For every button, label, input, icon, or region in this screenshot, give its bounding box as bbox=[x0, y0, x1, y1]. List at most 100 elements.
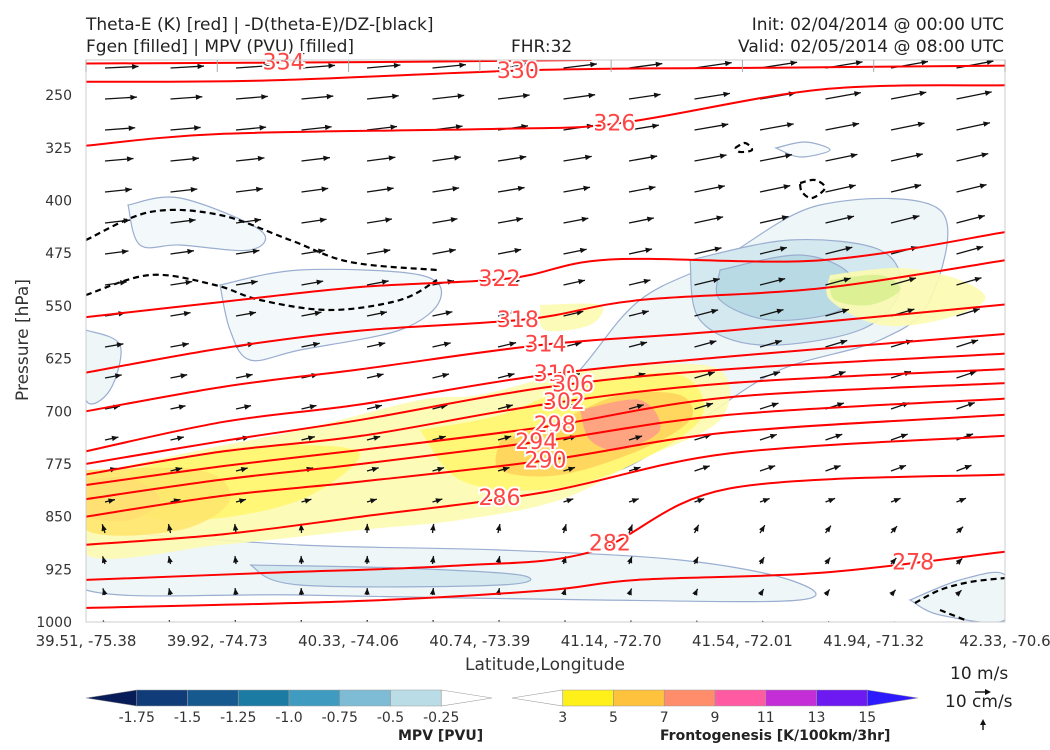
valid-time: Valid: 02/05/2014 @ 08:00 UTC bbox=[738, 37, 1004, 57]
wind-vector bbox=[759, 524, 766, 534]
wind-vector bbox=[432, 310, 453, 317]
wind-vector bbox=[956, 497, 967, 504]
wind-vector bbox=[956, 308, 980, 317]
mpv-colorbar-swatch bbox=[85, 689, 138, 707]
wind-vector bbox=[301, 404, 317, 410]
wind-vector bbox=[956, 214, 986, 224]
wind-vector bbox=[825, 464, 841, 472]
wind-vector bbox=[694, 246, 722, 255]
wind-vector bbox=[366, 155, 396, 162]
wind-vector bbox=[235, 217, 262, 224]
wind-vector bbox=[298, 555, 305, 565]
mpv-colorbar-swatch bbox=[339, 689, 391, 707]
wind-vector bbox=[366, 279, 389, 286]
wind-vector bbox=[694, 91, 731, 100]
wind-vector bbox=[694, 402, 714, 410]
y-tick-label: 625 bbox=[45, 352, 72, 368]
wind-vector bbox=[497, 216, 524, 224]
wind-vector bbox=[170, 156, 200, 162]
frontogenesis-region bbox=[830, 274, 901, 306]
wind-vector bbox=[432, 341, 451, 348]
wind-vector bbox=[759, 339, 782, 348]
wind-vector bbox=[628, 498, 639, 504]
theta-e-label-326: 326 bbox=[593, 111, 635, 136]
x-tick-label: 41.54, -72.01 bbox=[692, 632, 793, 650]
x-tick-label: 41.14, -72.70 bbox=[561, 632, 662, 650]
wind-vector bbox=[104, 187, 132, 193]
y-tick-label: 700 bbox=[45, 404, 72, 420]
wind-vector bbox=[954, 589, 962, 597]
fgen-colorbar-swatch bbox=[562, 689, 614, 707]
wind-vector bbox=[232, 523, 239, 534]
frontogenesis-region bbox=[580, 399, 661, 451]
wind-vector bbox=[956, 339, 979, 348]
wind-vector bbox=[429, 588, 436, 596]
wind-vector bbox=[890, 525, 898, 534]
wind-vector bbox=[825, 497, 836, 504]
wind-vector bbox=[366, 620, 368, 622]
wind-vector bbox=[104, 498, 116, 504]
mpv-colorbar-tick: -1.0 bbox=[275, 710, 302, 726]
wind-vector bbox=[366, 248, 391, 255]
x-tick-label: 39.51, -75.38 bbox=[36, 632, 137, 650]
wind-vector bbox=[563, 92, 596, 100]
wind-vector bbox=[364, 588, 370, 596]
wind-vector bbox=[301, 155, 330, 162]
mpv-colorbar-tick: -0.5 bbox=[377, 710, 404, 726]
wind-vector bbox=[890, 277, 917, 286]
wind-vector bbox=[759, 246, 788, 255]
wind-vector bbox=[235, 94, 268, 100]
wind-vector bbox=[432, 62, 466, 69]
theta-e-label-298: 298 bbox=[534, 413, 576, 438]
wind-vector bbox=[627, 556, 633, 565]
dthetae-dz-contour bbox=[86, 273, 438, 312]
wind-vector bbox=[104, 64, 139, 70]
frontogenesis-region bbox=[86, 467, 231, 536]
wind-vector bbox=[235, 125, 267, 131]
theta-e-label-302: 302 bbox=[543, 390, 585, 415]
mpv-colorbar-tick: -0.75 bbox=[322, 710, 358, 726]
wind-vector bbox=[235, 248, 260, 255]
wind-vector bbox=[628, 123, 659, 131]
wind-vector bbox=[170, 404, 186, 410]
wind-vector bbox=[497, 310, 518, 317]
wind-vector bbox=[563, 154, 592, 162]
wind-vector bbox=[627, 524, 634, 534]
wind-vector bbox=[301, 93, 334, 100]
wind-vector bbox=[497, 279, 520, 286]
wind-vector bbox=[694, 215, 724, 224]
wind-vector bbox=[890, 214, 920, 224]
theta-e-label-318: 318 bbox=[497, 308, 539, 333]
y-tick-label: 550 bbox=[45, 299, 72, 315]
wind-vector bbox=[563, 620, 566, 622]
dthetae-dz-contour bbox=[914, 576, 1005, 604]
wind-vector bbox=[563, 341, 582, 348]
mpv-colorbar-label: MPV [PVU] bbox=[398, 728, 484, 744]
wind-vector bbox=[890, 183, 922, 193]
x-axis-label: Latitude,Longitude bbox=[465, 655, 625, 675]
wind-vector bbox=[432, 466, 445, 473]
wind-vector bbox=[694, 122, 729, 131]
fgen-colorbar-swatch bbox=[816, 689, 868, 707]
wind-vector bbox=[759, 371, 781, 379]
theta-e-contour-326 bbox=[86, 84, 1005, 147]
wind-vector bbox=[364, 555, 370, 565]
wind-vector bbox=[825, 122, 860, 131]
wind-vector bbox=[497, 372, 515, 379]
wind-vector bbox=[628, 247, 653, 255]
wind-vector bbox=[890, 497, 901, 504]
theta-e-contour-306 bbox=[86, 352, 1005, 465]
wind-vector bbox=[824, 525, 832, 534]
theta-e-label-290: 290 bbox=[525, 448, 567, 473]
wind-vector bbox=[694, 340, 717, 348]
wind-vector bbox=[170, 373, 188, 379]
wind-vector bbox=[759, 465, 776, 472]
wind-vector bbox=[234, 620, 237, 622]
theta-e-label-282: 282 bbox=[589, 531, 631, 556]
wind-vector bbox=[235, 466, 248, 473]
wind-vector bbox=[170, 125, 201, 131]
chart-title-line1: Theta-E (K) [red] | -D(theta-E)/DZ-[blac… bbox=[86, 15, 434, 35]
wind-vector bbox=[497, 435, 512, 441]
mpv-region bbox=[127, 196, 267, 252]
wind-vector bbox=[692, 556, 699, 565]
